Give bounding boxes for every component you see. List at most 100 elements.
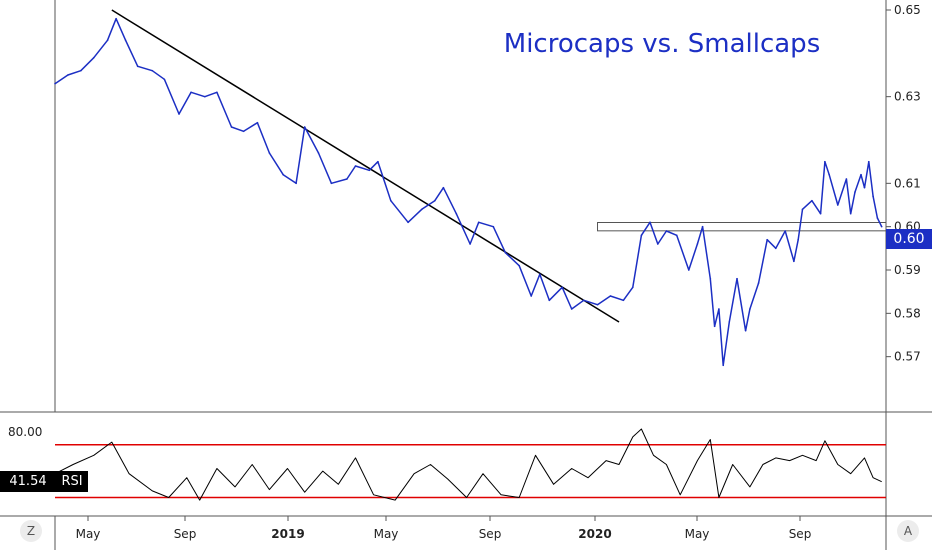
price-point <box>736 277 738 280</box>
time-tick-label: Sep <box>174 527 197 541</box>
price-point <box>849 212 852 215</box>
time-tick-label: 2019 <box>271 527 304 541</box>
price-point <box>687 269 690 271</box>
resistance-band <box>597 222 887 232</box>
current-price-badge: 0.60 <box>886 229 932 249</box>
rsi-value-badge: 41.54 <box>0 471 56 492</box>
price-point <box>282 173 285 176</box>
price-point <box>828 173 830 176</box>
price-tick-label: 0.57 <box>894 350 921 364</box>
price-tick-label: 0.59 <box>894 263 921 277</box>
price-point <box>867 160 870 163</box>
price-point <box>819 212 822 215</box>
price-point <box>836 204 839 206</box>
price-point <box>216 91 218 94</box>
price-point <box>330 182 333 185</box>
price-point <box>845 178 848 180</box>
price-tick-label: 0.61 <box>894 176 921 190</box>
timezone-button[interactable]: Z <box>20 520 42 542</box>
price-point <box>455 212 458 215</box>
price-point <box>596 303 599 306</box>
price-point <box>656 243 659 245</box>
price-point <box>675 234 678 237</box>
price-point <box>876 217 879 219</box>
price-point <box>649 221 651 224</box>
price-point <box>570 308 573 310</box>
price-point <box>622 299 625 302</box>
price-point <box>504 251 507 254</box>
price-point <box>151 69 154 72</box>
price-point <box>106 39 109 42</box>
price-point <box>256 121 259 124</box>
price-tick-label: 0.58 <box>894 306 921 320</box>
price-point <box>124 39 127 42</box>
price-point <box>204 95 206 98</box>
price-point <box>548 299 551 302</box>
price-point <box>880 225 883 228</box>
price-tick-label: 0.65 <box>894 3 921 17</box>
price-point <box>872 195 874 198</box>
price-point <box>407 221 409 224</box>
price-point <box>230 126 233 128</box>
price-point <box>469 243 471 245</box>
price-point <box>860 173 862 176</box>
price-point <box>268 152 271 154</box>
time-tick-label: Sep <box>789 527 812 541</box>
price-point <box>561 286 564 289</box>
rsi-name-badge: RSI <box>56 471 88 492</box>
price-point <box>863 186 866 189</box>
price-point <box>640 234 643 237</box>
price-point <box>774 247 777 250</box>
price-point <box>811 199 813 202</box>
price-point <box>92 56 95 59</box>
price-point <box>632 286 634 289</box>
price-point <box>784 230 787 232</box>
price-point <box>713 325 716 328</box>
price-point <box>178 113 180 115</box>
price-point <box>824 160 826 163</box>
price-point <box>442 186 445 189</box>
price-point <box>54 82 56 85</box>
trendline <box>111 9 620 323</box>
price-point <box>701 225 704 228</box>
price-point <box>722 364 725 367</box>
price-tick-label: 0.63 <box>894 90 921 104</box>
price-line <box>54 17 883 367</box>
price-point <box>346 178 348 180</box>
chart-title: Microcaps vs. Smallcaps <box>504 29 820 59</box>
price-point <box>303 126 306 128</box>
price-point <box>354 165 357 167</box>
price-point <box>539 273 541 276</box>
price-point <box>377 160 379 163</box>
price-point <box>530 295 533 297</box>
price-point <box>477 221 480 224</box>
price-point <box>766 238 768 241</box>
price-point <box>80 69 82 72</box>
auto-scale-button[interactable]: A <box>897 520 919 542</box>
price-point <box>709 277 712 280</box>
price-point <box>665 230 668 232</box>
price-point <box>749 308 751 310</box>
price-point <box>797 238 799 241</box>
price-point <box>317 152 320 154</box>
rsi-tick-label: 80.00 <box>8 425 42 439</box>
time-tick-label: May <box>374 527 399 541</box>
price-point <box>115 17 117 20</box>
price-point <box>718 308 720 310</box>
price-point <box>582 299 585 302</box>
price-point <box>492 225 495 228</box>
time-tick-label: May <box>76 527 101 541</box>
price-point <box>368 169 371 172</box>
price-point <box>295 182 297 185</box>
price-point <box>390 199 392 202</box>
price-point <box>854 191 856 193</box>
price-point <box>190 91 192 94</box>
price-point <box>696 243 699 245</box>
price-point <box>518 264 520 267</box>
price-point <box>801 208 804 211</box>
price-point <box>744 329 747 332</box>
price-point <box>433 199 436 202</box>
price-point <box>793 260 795 263</box>
